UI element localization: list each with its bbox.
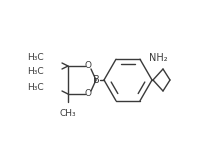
Text: B: B [93, 75, 99, 85]
Text: CH₃: CH₃ [60, 109, 76, 119]
Text: O: O [85, 90, 91, 98]
Text: NH₂: NH₂ [149, 53, 167, 63]
Text: H₃C: H₃C [27, 53, 44, 63]
Text: H₃C: H₃C [27, 67, 44, 77]
Text: O: O [85, 61, 91, 71]
Text: H₃C: H₃C [27, 84, 44, 93]
